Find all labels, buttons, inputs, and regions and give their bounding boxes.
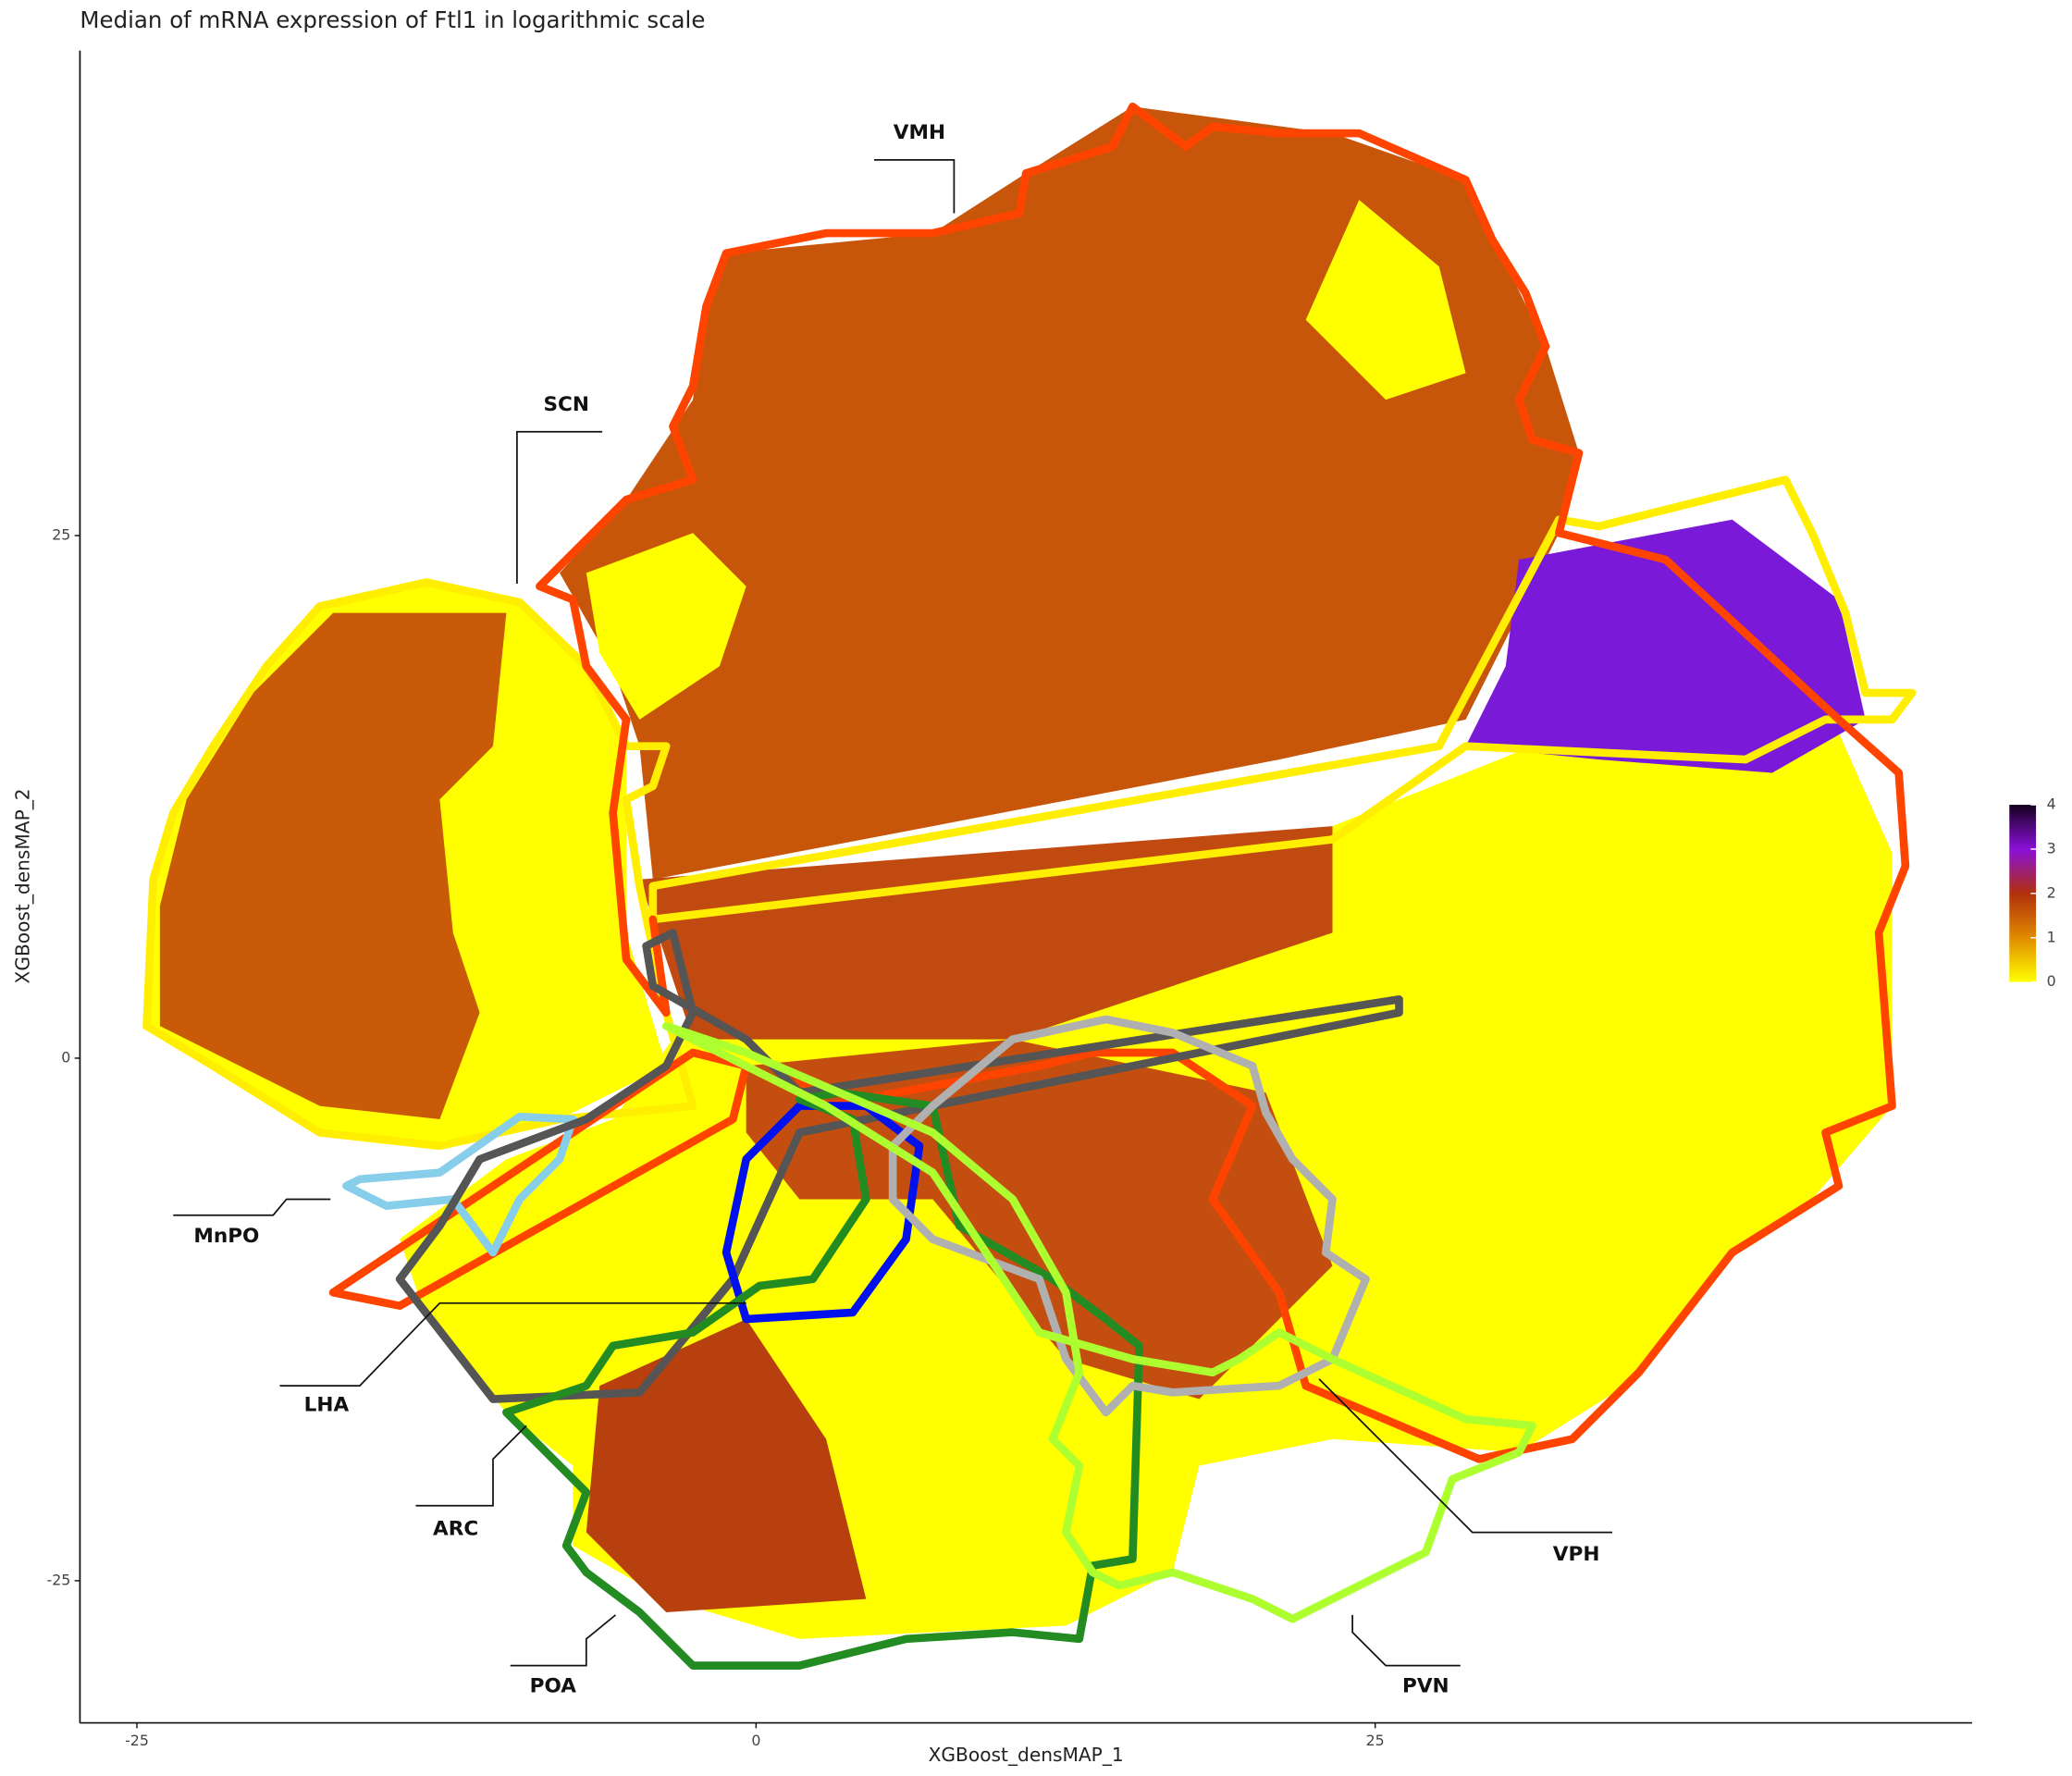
plot: Median of mRNA expression of Ftl1 in log… [11,6,2055,1766]
x-tick-label: 0 [751,1732,760,1749]
region-label: VMH [894,121,945,144]
region-label: LHA [304,1394,350,1417]
region-label: PVN [1402,1675,1449,1698]
y-tick-label: -25 [46,1571,70,1588]
colorbar-tick-label: 0 [2047,972,2056,990]
region-label: SCN [543,393,588,416]
y-tick-label: 25 [52,526,70,544]
region-label: ARC [433,1518,478,1541]
colorbar-tick-label: 2 [2047,883,2056,901]
y-axis-label: XGBoost_densMAP_2 [11,788,33,983]
colorbar-tick-label: 1 [2047,928,2056,945]
region-label: POA [530,1675,577,1698]
y-tick-label: 0 [61,1048,70,1066]
x-tick-label: -25 [125,1732,149,1749]
region-label: VPH [1553,1543,1600,1566]
colorbar-tick-label: 4 [2047,796,2056,813]
hexbin-fill [146,106,1893,1639]
colorbar-tick-label: 3 [2047,839,2056,857]
region-outlines [142,102,1917,1670]
chart-title: Median of mRNA expression of Ftl1 in log… [80,6,705,33]
x-tick-label: 25 [1366,1732,1385,1749]
region-labels: VMH SCN MnPO LHA ARC POA VPH PVN [173,121,1613,1698]
x-axis-label: XGBoost_densMAP_1 [929,1744,1124,1766]
region-label: MnPO [193,1225,259,1248]
